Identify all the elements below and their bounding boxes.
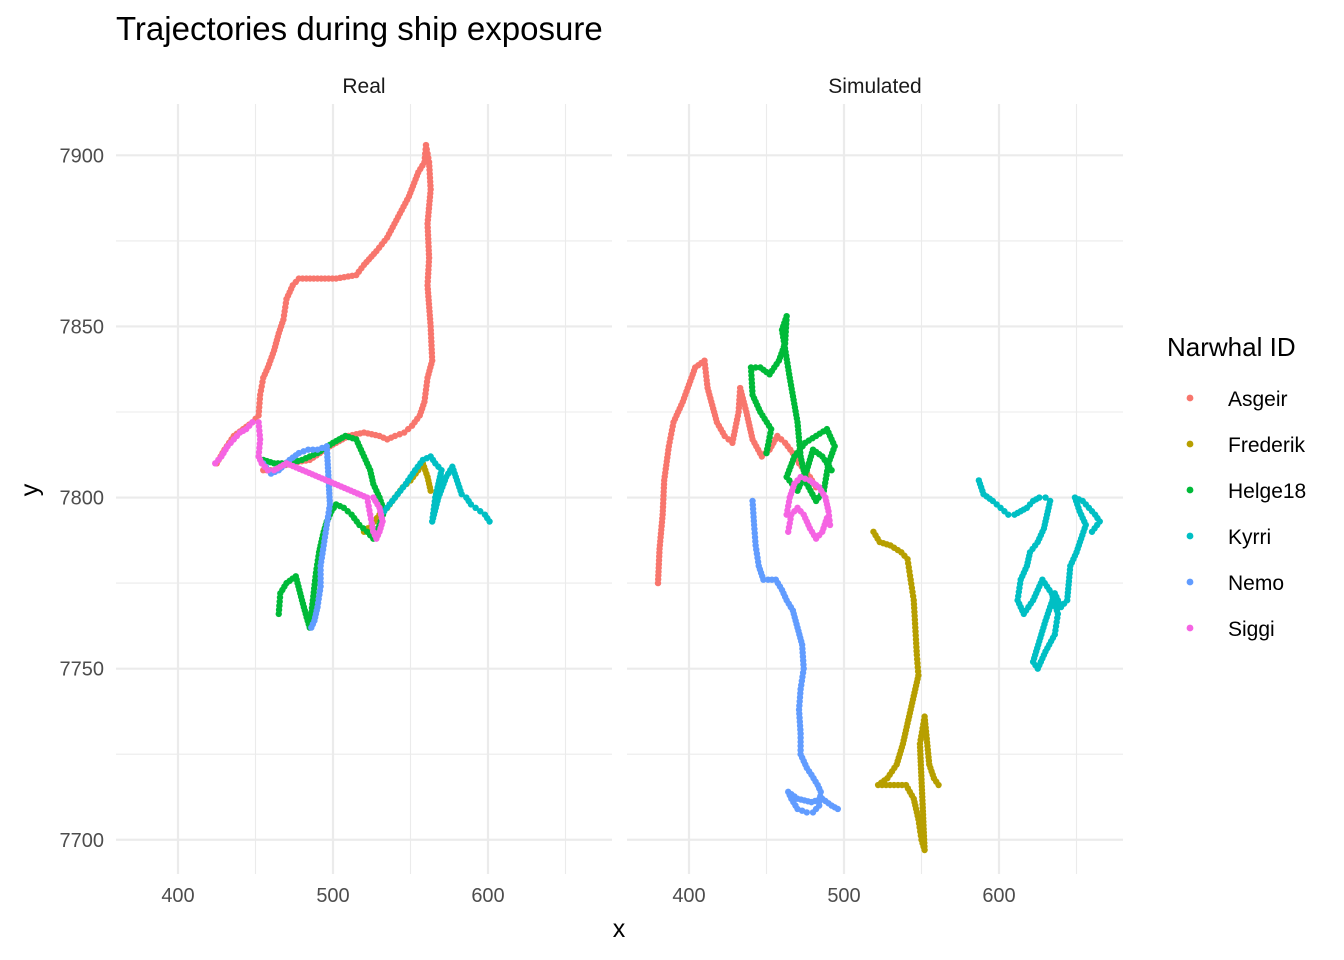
grid-major-real	[116, 104, 612, 874]
x-axis-title: x	[613, 915, 626, 943]
y-tick-label: 7900	[60, 145, 105, 167]
legend-items: Asgeir Frederik Helge18 Kyrri Nemo Siggi	[1186, 388, 1306, 641]
point-kyrri-simulated	[1036, 494, 1043, 501]
x-tick-label-real: 500	[316, 885, 349, 907]
x-tick-labels-simulated: 400 500 600	[672, 885, 1015, 907]
x-tick-label-simulated: 600	[982, 885, 1015, 907]
panel-simulated: Simulated 400 500 600	[627, 75, 1123, 907]
x-tick-labels-real: 400 500 600	[161, 885, 504, 907]
point-nemo-simulated	[809, 809, 817, 816]
x-tick-label-real: 600	[471, 885, 504, 907]
panel-strip-label-simulated: Simulated	[828, 75, 921, 98]
legend-key-siggi	[1186, 624, 1194, 632]
legend-label-frederik: Frederik	[1228, 434, 1306, 457]
point-helge18-simulated	[828, 466, 835, 474]
point-helge18-simulated	[747, 364, 755, 371]
legend-label-asgeir: Asgeir	[1228, 388, 1288, 411]
points-simulated	[654, 312, 1103, 854]
point-kyrri-real	[467, 501, 475, 508]
point-nemo-real	[305, 446, 312, 453]
point-frederik-simulated	[935, 781, 942, 789]
x-tick-label-simulated: 500	[827, 885, 860, 907]
grid-minor-real	[116, 104, 612, 874]
legend-key-nemo	[1186, 578, 1194, 586]
point-nemo-simulated	[760, 576, 767, 583]
y-tick-labels: 7700 7750 7800 7850 7900	[60, 145, 105, 851]
panel-strip-label-real: Real	[342, 75, 385, 98]
point-siggi-simulated	[785, 528, 792, 535]
y-tick-label: 7750	[60, 659, 105, 681]
y-tick-label: 7700	[60, 830, 105, 852]
point-nemo-real	[308, 624, 315, 631]
legend: Narwhal ID Asgeir Frederik Helge18 Kyrri Nem…	[1167, 332, 1306, 641]
point-siggi-real	[264, 466, 272, 474]
panel-real: Real 400 500 600	[116, 75, 612, 907]
point-kyrri-simulated	[1042, 494, 1049, 501]
point-kyrri-real	[477, 508, 484, 515]
legend-label-siggi: Siggi	[1228, 618, 1275, 641]
y-tick-label: 7850	[60, 316, 105, 338]
legend-label-helge18: Helge18	[1228, 480, 1306, 503]
legend-key-kyrri	[1186, 532, 1194, 540]
x-tick-label-simulated: 400	[672, 885, 705, 907]
point-kyrri-real	[486, 518, 493, 525]
legend-key-frederik	[1186, 440, 1194, 448]
legend-label-kyrri: Kyrri	[1228, 526, 1271, 549]
y-tick-label: 7800	[60, 488, 105, 510]
points-real	[212, 141, 493, 631]
point-kyrri-simulated	[1005, 511, 1012, 518]
point-frederik-real	[427, 487, 434, 494]
point-kyrri-simulated	[1088, 528, 1096, 535]
legend-key-helge18	[1186, 486, 1194, 494]
grid-major-simulated	[627, 104, 1123, 874]
grid-minor-simulated	[627, 104, 1123, 874]
legend-key-asgeir	[1186, 394, 1194, 402]
point-siggi-real	[249, 419, 256, 426]
chart-title: Trajectories during ship exposure	[116, 10, 603, 47]
legend-title: Narwhal ID	[1167, 332, 1296, 362]
point-helge18-simulated	[752, 364, 759, 371]
x-tick-label-real: 400	[161, 885, 194, 907]
point-nemo-real	[309, 446, 317, 453]
y-axis-title: y	[16, 483, 44, 496]
legend-label-nemo: Nemo	[1228, 572, 1284, 595]
point-kyrri-real	[458, 490, 465, 498]
point-kyrri-real	[472, 504, 479, 512]
point-siggi-real	[370, 494, 377, 501]
point-nemo-simulated	[834, 805, 841, 813]
